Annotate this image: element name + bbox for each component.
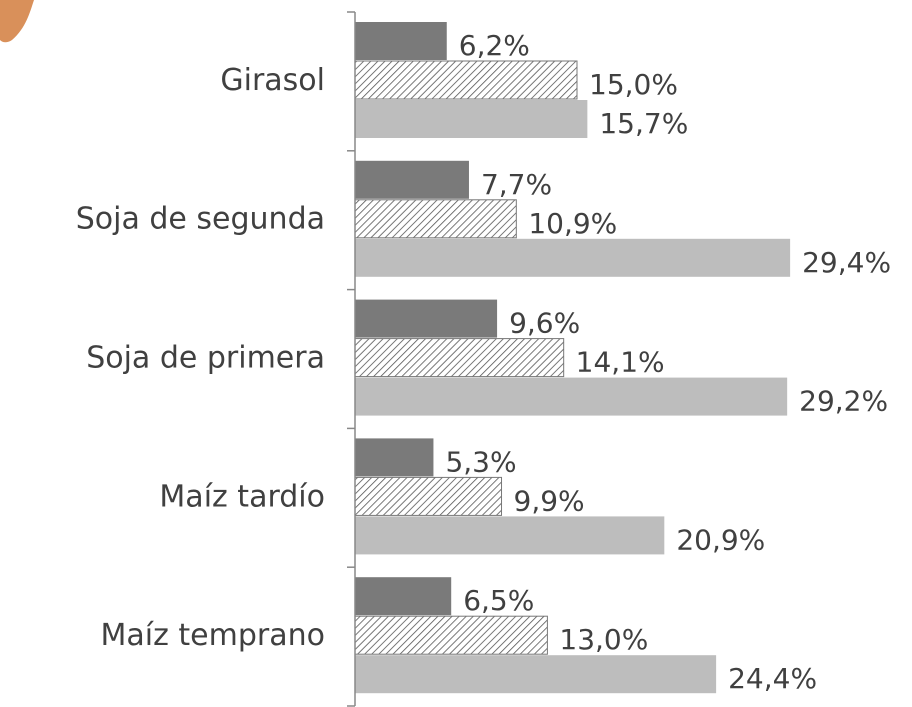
data-label: 10,9% — [528, 207, 617, 240]
data-label: 9,9% — [514, 484, 585, 517]
bar — [355, 655, 716, 693]
y-tick-label: Maíz temprano — [101, 618, 325, 653]
plot-area: Girasol 6,2% 15,0% 15,7% Soja de segunda 7,7%… — [76, 12, 891, 706]
data-label: 6,5% — [463, 584, 534, 617]
data-label: 5,3% — [445, 445, 516, 478]
data-label: 29,2% — [799, 385, 888, 418]
bar — [355, 516, 664, 554]
data-label: 9,6% — [509, 307, 580, 340]
bar — [355, 300, 497, 338]
bar — [355, 161, 469, 199]
data-label: 14,1% — [576, 346, 665, 379]
bar — [355, 61, 577, 99]
page: Girasol 6,2% 15,0% 15,7% Soja de segunda 7,7%… — [0, 0, 912, 707]
y-tick-label: Soja de segunda — [76, 202, 325, 237]
bar — [355, 22, 447, 60]
data-label: 7,7% — [481, 168, 552, 201]
bar — [355, 100, 587, 138]
y-tick-label: Girasol — [220, 63, 325, 98]
chart: Girasol 6,2% 15,0% 15,7% Soja de segunda 7,7%… — [0, 0, 912, 707]
y-tick-label: Maíz tardío — [159, 479, 325, 514]
bar — [355, 239, 790, 277]
data-label: 6,2% — [459, 29, 530, 62]
data-label: 24,4% — [728, 662, 817, 695]
bar — [355, 477, 502, 515]
bar — [355, 378, 787, 416]
bar — [355, 577, 451, 615]
bar — [355, 438, 433, 476]
bar — [355, 616, 547, 654]
decoration — [0, 0, 34, 42]
data-label: 13,0% — [559, 623, 648, 656]
data-label: 15,0% — [589, 68, 678, 101]
bar — [355, 339, 564, 377]
data-label: 29,4% — [802, 246, 891, 279]
y-tick-label: Soja de primera — [86, 341, 325, 376]
bar — [355, 200, 516, 238]
data-label: 20,9% — [676, 523, 765, 556]
data-label: 15,7% — [599, 107, 688, 140]
